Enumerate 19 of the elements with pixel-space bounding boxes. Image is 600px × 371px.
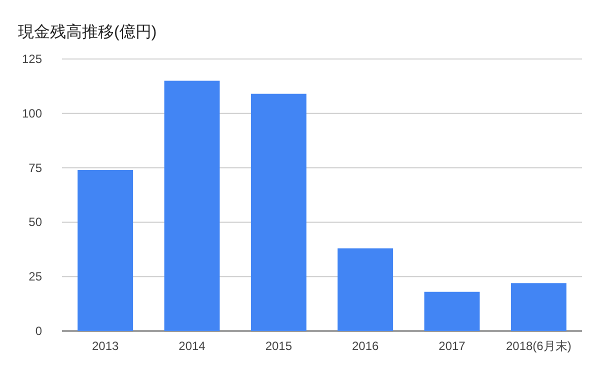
bar (510, 283, 566, 331)
x-tick-label: 2014 (178, 339, 206, 353)
y-tick-label: 0 (35, 324, 42, 338)
bar (78, 170, 134, 331)
bar (250, 94, 306, 331)
x-tick-label: 2015 (265, 339, 292, 353)
x-tick-label: 2013 (92, 339, 120, 353)
chart-title: 現金残高推移(億円) (18, 23, 157, 41)
x-tick-label: 2016 (352, 339, 380, 353)
x-tick-label: 2018(6月末) (506, 339, 572, 353)
y-tick-label: 125 (22, 52, 42, 66)
bar (164, 80, 220, 331)
y-tick-label: 75 (28, 160, 42, 175)
bar (338, 248, 394, 331)
y-tick-label: 100 (22, 106, 42, 120)
x-tick-label: 2017 (438, 339, 466, 353)
y-tick-label: 25 (28, 270, 42, 284)
bar (424, 292, 480, 331)
y-tick-label: 50 (28, 215, 42, 230)
